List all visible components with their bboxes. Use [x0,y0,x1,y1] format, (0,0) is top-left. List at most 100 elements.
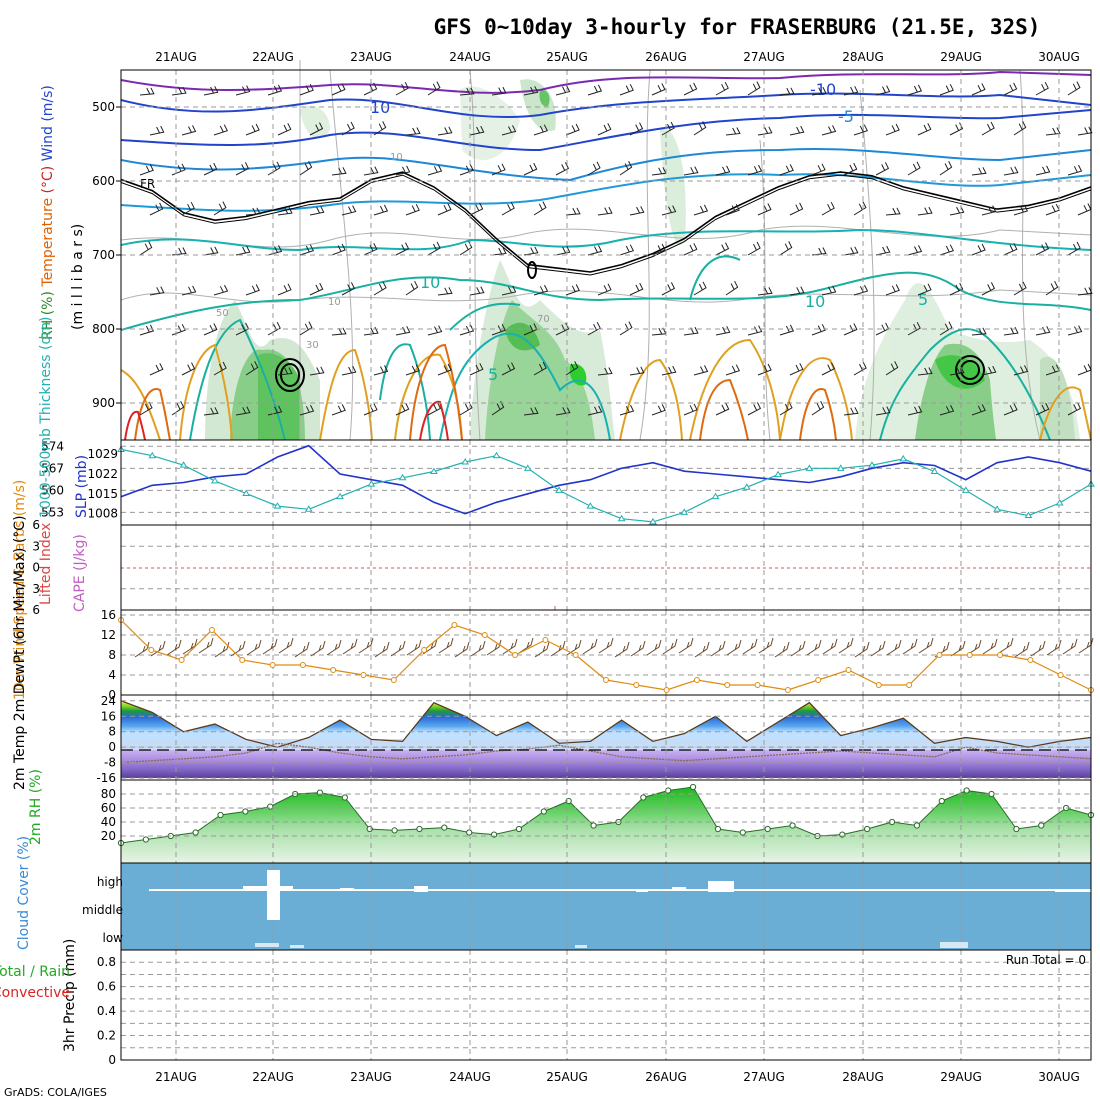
pressure-tick-label: 500 [92,100,115,114]
wind-barb [550,640,566,657]
wind-barb [1013,121,1027,136]
wind-barb [726,639,742,656]
thickness-point [367,480,376,487]
wind-barb [501,362,516,376]
wind-barb [1067,241,1081,256]
contour-label: 50 [216,308,229,319]
wind-barb [358,637,374,654]
cool-band [121,739,1091,750]
cloud-level-middle: middle [82,903,123,917]
rh-area [120,786,1092,864]
wind-barb [203,323,218,336]
wind-barb [309,282,324,296]
wind-barb [875,162,890,176]
contour-labels: -10 -5 10 5 10 5 FR 10 10 10 50 30 70 [140,80,928,384]
wind-barb [779,401,793,416]
run-total-label: Run Total = 0 [1006,953,1086,967]
cloud-cover-label: Cloud Cover (%) [16,836,32,950]
wind-barb [267,161,281,176]
rh-point [963,787,970,794]
thickness-point [742,483,751,490]
wind-barb [757,287,773,296]
wind-barb [661,365,677,376]
wind-barb [390,640,406,657]
wind-barb [533,361,547,376]
wind-barb [277,283,292,296]
precip-legend-total: Total / Rain [0,964,70,980]
wind-tick-label: 0 [108,688,116,702]
wind-barb [789,286,805,296]
date-label-bottom: 24AUG [449,1070,491,1084]
wind-barb [939,160,953,176]
wind-barb [213,201,227,216]
wind-barb [811,400,825,416]
wind-barb [299,404,315,416]
celsius-label: (°C) [40,166,56,194]
wind-barb [843,162,858,176]
date-label-bottom: 30AUG [1038,1070,1080,1084]
wind-barb [747,241,761,256]
wind-barb [331,404,346,416]
wind-speed-point [845,667,852,673]
wind-barb [342,638,358,655]
wind-barb [277,206,293,216]
wind-speed-point [997,652,1004,658]
wind-speed-point [572,652,579,658]
wind-barb [870,640,886,657]
wind-barb [619,244,635,256]
wind-barb [715,326,731,336]
wind-barb [213,361,227,376]
wind-barb [501,285,517,296]
wind-barb [587,161,601,176]
wind-barb [1035,402,1050,416]
wind-barb [422,638,438,655]
wind-barb [373,365,389,376]
rh2m-label: 2m RH (%) [28,769,44,845]
wind-barb [971,404,986,416]
wind-barb [757,363,772,376]
wind-barb [853,124,869,136]
wind-barb [917,123,932,136]
wind-barb [885,284,900,296]
rh-point [689,783,697,791]
wind-barb [437,363,452,376]
thickness-point [680,508,689,515]
date-label-bottom: 26AUG [645,1070,687,1084]
wind-barb [907,84,923,96]
wind-speed-point [239,657,246,663]
wind-barb [885,123,900,136]
wind-barb [565,123,580,136]
wind-barb [299,244,315,256]
lifted-index-tick-label: 0 [32,561,40,575]
wind-barb [597,206,613,216]
thickness-point [617,514,626,522]
thickness-line [120,448,1092,523]
wind-barb [981,282,996,296]
wind-barb [245,207,261,216]
wind-barb [502,638,518,655]
wind-barb [245,123,260,136]
wind-barb [853,284,869,296]
cloud-cover-blocks [121,870,1091,948]
wind-barb [534,641,550,658]
wind-barb [166,639,182,656]
wind-barb [555,85,571,96]
contour-label: 5 [918,290,928,309]
wind-speed-point [269,662,276,668]
wind-speed-point [481,632,488,638]
wind-barb [469,125,485,136]
wind-barb [395,81,409,96]
wind-barb [491,86,507,96]
lifted-index-label: Lifted Index [38,523,54,605]
wind-barb [747,164,763,176]
wind-barb [1013,281,1027,296]
wind-barb [1067,325,1083,336]
wind-barb [373,204,389,216]
wind-barb [1077,126,1093,136]
wind-speed-point [663,687,670,693]
lifted-index-tick-label: 6 [32,518,40,532]
wind-barb [1035,242,1050,256]
wind-barb [454,641,470,658]
date-label-top: 28AUG [842,50,884,64]
wind-barb [491,163,506,176]
